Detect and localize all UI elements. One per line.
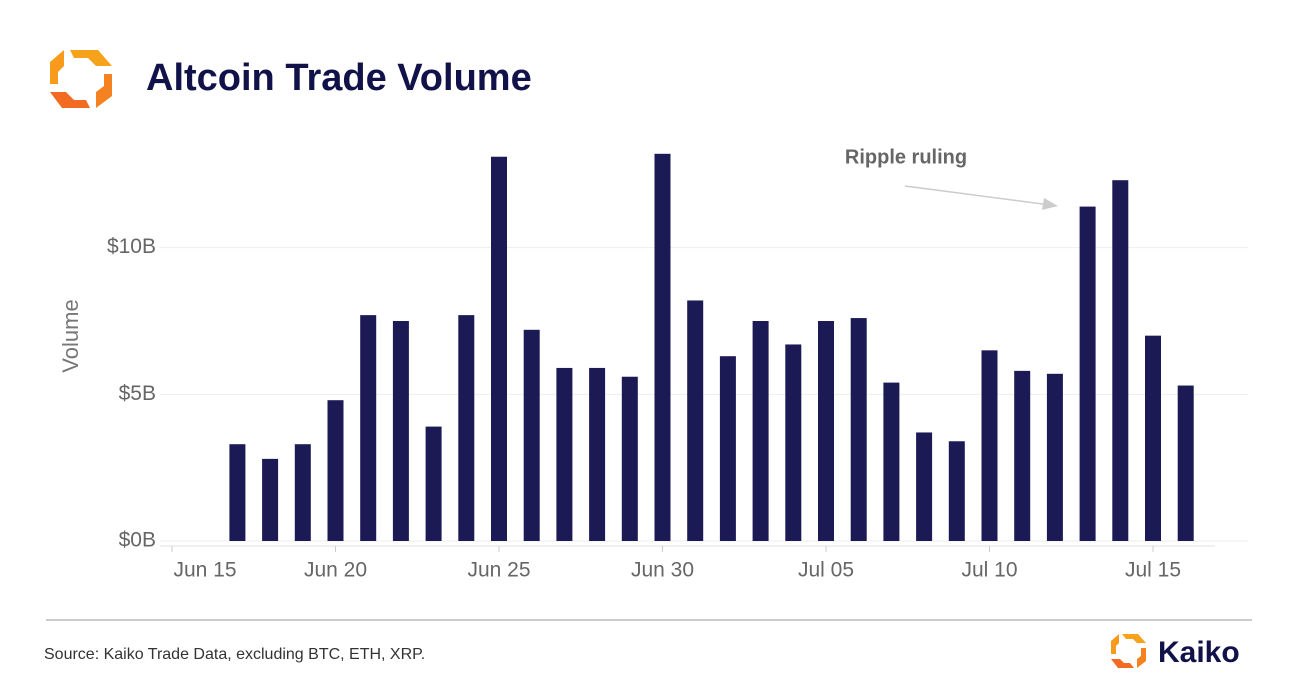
- brand: Kaiko: [1158, 636, 1240, 669]
- bar: [883, 382, 900, 541]
- x-tick-label: Jul 15: [1125, 559, 1181, 582]
- bar: [850, 318, 867, 541]
- bar: [687, 300, 704, 541]
- bar: [425, 426, 442, 541]
- x-tick-label: Jun 25: [467, 559, 530, 582]
- bar: [262, 458, 279, 541]
- bar: [719, 356, 736, 541]
- bar: [392, 321, 409, 541]
- annotation: Ripple ruling: [845, 146, 967, 168]
- bar: [1145, 335, 1161, 541]
- bar: [1177, 385, 1194, 541]
- bar: [491, 156, 507, 541]
- x-tick-label: Jul 10: [961, 559, 1017, 582]
- bar: [1112, 180, 1129, 541]
- x-tick-label: Jul 05: [798, 559, 854, 582]
- brand-logo: [1111, 634, 1146, 668]
- bar: [1014, 370, 1031, 541]
- bar: [458, 315, 475, 541]
- bar: [948, 441, 965, 541]
- bar: [229, 444, 246, 541]
- bar: [589, 367, 606, 541]
- source: Source: Kaiko Trade Data, excluding BTC,…: [44, 646, 425, 663]
- bar: [1079, 206, 1096, 541]
- logo: [50, 50, 112, 108]
- bar: [1046, 373, 1063, 541]
- bar: [654, 153, 671, 542]
- bar: [752, 321, 769, 541]
- x-tick-label: Jun 30: [631, 559, 694, 582]
- y-axis-label: Volume: [58, 299, 83, 372]
- bar: [523, 329, 540, 541]
- x-tick-label: Jun 15: [173, 559, 236, 582]
- bar: [556, 367, 573, 541]
- y-tick-label: $10B: [107, 235, 156, 258]
- bar: [818, 321, 834, 541]
- y-tick-label: $0B: [119, 529, 156, 552]
- bar: [360, 315, 377, 541]
- bar: [327, 400, 344, 541]
- bar: [916, 432, 933, 541]
- annotation-arrow: [904, 185, 1051, 206]
- y-tick-label: $5B: [119, 382, 156, 405]
- bar: [981, 350, 998, 541]
- x-tick-label: Jun 20: [304, 559, 367, 582]
- bar: [294, 444, 311, 541]
- arrow-head: [1042, 198, 1058, 210]
- bar: [621, 376, 638, 541]
- chart-title: Altcoin Trade Volume: [146, 57, 532, 99]
- bar: [785, 344, 802, 541]
